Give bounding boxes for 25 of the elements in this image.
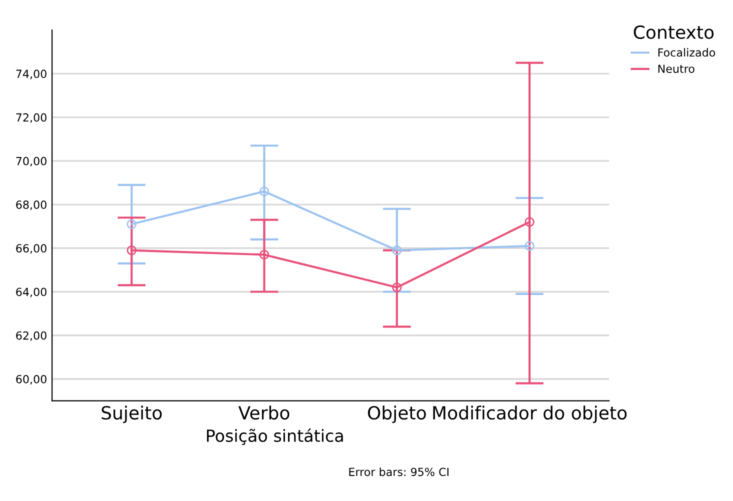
text: Error bars: 95% CI: [349, 468, 448, 476]
legend-title: Contexto: [634, 25, 714, 40]
x-tick-label: Objeto: [368, 406, 426, 424]
point: [524, 217, 534, 227]
y-tick-label: 62,00: [16, 331, 46, 341]
y-tick-label: 60,00: [16, 374, 46, 385]
x-tick-label: Modificador do objeto: [433, 406, 627, 424]
point: [392, 282, 402, 292]
x-tick-label: Verbo: [238, 406, 290, 420]
y-tick-label: 70,00: [16, 156, 46, 166]
y-tick-label: 68,00: [16, 200, 46, 210]
point: [392, 245, 402, 256]
point: [126, 219, 136, 230]
y-tick-label: 72,00: [16, 113, 46, 123]
x-axis-title: Posição sintática: [207, 428, 343, 445]
point: [259, 186, 270, 196]
y-tick-label: 74,00: [16, 70, 46, 80]
y-tick-label: 66,00: [16, 244, 46, 254]
legend-label: Neutro: [658, 64, 694, 73]
point: [524, 241, 534, 251]
point: [259, 250, 270, 260]
point: [126, 245, 136, 256]
x-tick-label: Sujeito: [102, 406, 162, 424]
y-tick-label: 64,00: [16, 288, 46, 298]
legend-label: Focalizado: [658, 48, 716, 57]
